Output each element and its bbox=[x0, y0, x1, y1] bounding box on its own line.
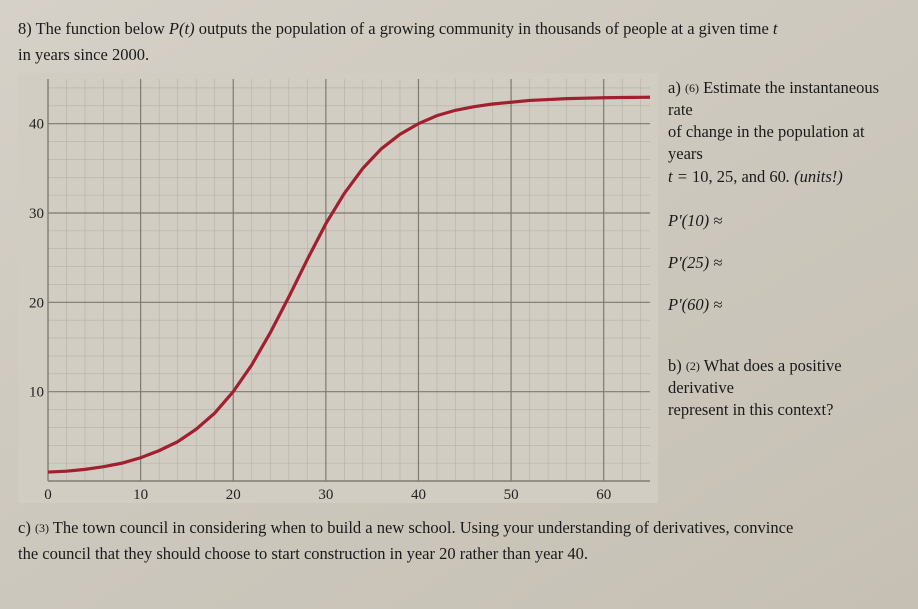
svg-text:30: 30 bbox=[29, 206, 44, 222]
prompt-line2-pre: in years since bbox=[18, 45, 112, 64]
svg-text:30: 30 bbox=[318, 487, 333, 503]
part-c-line2: the council that they should choose to s… bbox=[18, 541, 896, 567]
t-values: 10, 25, bbox=[692, 167, 737, 186]
prompt-line2-post: . bbox=[145, 45, 149, 64]
svg-text:40: 40 bbox=[29, 116, 44, 132]
question-prompt-line1: 8) The function below P(t) outputs the p… bbox=[18, 18, 896, 40]
part-b-line1: b) (2) What does a positive derivative bbox=[668, 355, 896, 400]
svg-text:0: 0 bbox=[44, 487, 52, 503]
part-a: a) (6) Estimate the instantaneous rate o… bbox=[668, 77, 896, 317]
svg-text:10: 10 bbox=[133, 487, 148, 503]
answer-p60: P'(60) ≈ bbox=[668, 294, 896, 316]
part-a-line3: t = 10, 25, and 60. (units!) bbox=[668, 166, 896, 188]
part-c-points: (3) bbox=[35, 521, 49, 535]
base-year: 2000 bbox=[112, 45, 145, 64]
question-prompt-line2: in years since 2000. bbox=[18, 44, 896, 66]
chart-svg: 0 10 20 30 40 50 60 10 20 30 40 bbox=[18, 73, 658, 503]
prompt-text-mid: outputs the population of a growing comm… bbox=[195, 19, 773, 38]
answer-p10: P'(10) ≈ bbox=[668, 210, 896, 232]
function-name: P(t) bbox=[169, 19, 195, 38]
part-b-points: (2) bbox=[686, 359, 700, 373]
svg-text:10: 10 bbox=[29, 384, 44, 400]
svg-text:40: 40 bbox=[411, 487, 426, 503]
part-a-line1: a) (6) Estimate the instantaneous rate bbox=[668, 77, 896, 122]
part-a-text1: Estimate the instantaneous rate bbox=[668, 78, 879, 119]
svg-text:50: 50 bbox=[504, 487, 519, 503]
part-b-line2: represent in this context? bbox=[668, 399, 896, 421]
units-note: . (units!) bbox=[786, 167, 843, 186]
svg-text:20: 20 bbox=[226, 487, 241, 503]
t-and: and bbox=[737, 167, 769, 186]
prompt-text-pre: The function below bbox=[36, 19, 169, 38]
part-c-text1: The town council in considering when to … bbox=[49, 518, 793, 537]
answer-lines: P'(10) ≈ P'(25) ≈ P'(60) ≈ bbox=[668, 210, 896, 317]
content-row: 0 10 20 30 40 50 60 10 20 30 40 a) (6) Estimate th… bbox=[18, 73, 896, 503]
t-equals: t = bbox=[668, 167, 692, 186]
answer-p25: P'(25) ≈ bbox=[668, 252, 896, 274]
part-a-points: (6) bbox=[685, 81, 699, 95]
part-b-label: b) bbox=[668, 356, 682, 375]
part-b: b) (2) What does a positive derivative r… bbox=[668, 355, 896, 422]
part-c: c) (3) The town council in considering w… bbox=[18, 515, 896, 568]
question-number: 8) bbox=[18, 19, 32, 38]
part-c-line1: c) (3) The town council in considering w… bbox=[18, 515, 896, 541]
svg-text:60: 60 bbox=[596, 487, 611, 503]
worksheet-page: 8) The function below P(t) outputs the p… bbox=[0, 0, 918, 609]
variable-t: t bbox=[773, 19, 778, 38]
part-a-line2: of change in the population at years bbox=[668, 121, 896, 166]
part-c-label: c) bbox=[18, 518, 31, 537]
population-chart: 0 10 20 30 40 50 60 10 20 30 40 bbox=[18, 73, 658, 503]
svg-text:20: 20 bbox=[29, 295, 44, 311]
part-a-label: a) bbox=[668, 78, 681, 97]
t-last: 60 bbox=[769, 167, 786, 186]
right-column: a) (6) Estimate the instantaneous rate o… bbox=[668, 73, 896, 503]
